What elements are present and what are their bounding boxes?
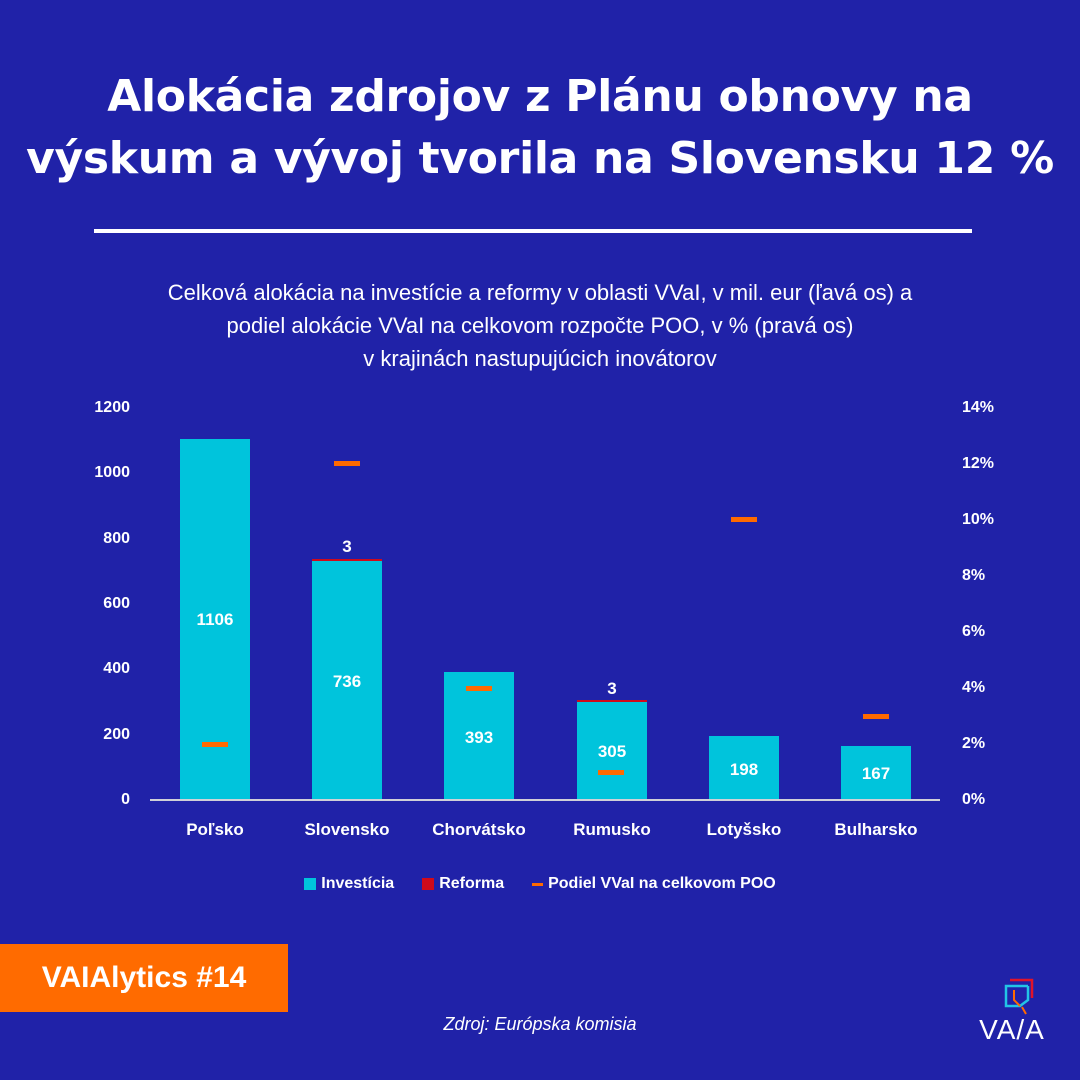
title-line-1: Alokácia zdrojov z Plánu obnovy na (107, 71, 973, 122)
right-axis-tick: 10% (962, 511, 995, 528)
legend-label: Investícia (321, 875, 395, 892)
legend-label: Reforma (439, 875, 505, 892)
right-axis-tick: 0% (962, 791, 986, 808)
bar-value-label: 393 (464, 728, 494, 747)
x-axis-line (150, 799, 940, 801)
podiel-marker-bulharsko (863, 714, 889, 719)
bar-investicia-bulharsko (841, 746, 911, 800)
x-axis-category: Rumusko (573, 820, 651, 839)
subtitle-line-2: podiel alokácie VVaI na celkovom rozpočt… (226, 313, 854, 338)
left-axis-tick: 600 (103, 595, 130, 612)
bar-value-label: 198 (729, 760, 759, 779)
right-axis-tick: 6% (962, 623, 986, 640)
podiel-marker-rumusko (598, 770, 624, 775)
x-axis-category: Bulharsko (834, 820, 918, 839)
bar-investicia-chorvatsko (444, 672, 514, 800)
right-axis-tick: 14% (962, 399, 995, 416)
bar-investicia-slovensko (312, 560, 382, 800)
right-axis-tick: 2% (962, 735, 986, 752)
bar-value-label: 1106 (196, 610, 234, 629)
page-title: Alokácia zdrojov z Plánu obnovy na výsku… (0, 66, 1080, 190)
bar-investicia-rumusko (577, 701, 647, 800)
left-axis-tick: 800 (103, 530, 130, 547)
legend-label: Podiel VVaI na celkovom POO (548, 875, 776, 892)
legend-item-investicia: Investícia (304, 874, 394, 894)
right-axis-tick: 4% (962, 679, 986, 696)
x-axis-category: Slovensko (304, 820, 390, 839)
bar-reforma-label: 3 (607, 679, 617, 698)
x-axis-category: Poľsko (186, 820, 244, 839)
vaia-logo-icon (1004, 978, 1034, 1015)
right-axis-tick: 8% (962, 567, 986, 584)
title-line-2: výskum a vývoj tvorila na Slovensku 12 % (26, 133, 1054, 184)
source-note: Zdroj: Európska komisia (443, 1014, 637, 1034)
bar-reforma-rumusko (577, 700, 647, 702)
legend-swatch-investicia-icon (304, 878, 317, 890)
x-axis-category: Chorvátsko (432, 820, 526, 839)
chart-legend: Investícia Reforma Podiel VVaI na celkov… (0, 874, 1080, 894)
bar-investicia-lotyssko (709, 736, 779, 800)
vaia-logo: VA/A (972, 976, 1052, 1048)
left-axis-tick: 1000 (94, 464, 130, 481)
bar-reforma-slovensko (312, 559, 382, 561)
legend-swatch-podiel-icon (532, 882, 544, 886)
bar-value-label: 167 (861, 764, 891, 783)
bar-reforma-label: 3 (342, 537, 352, 556)
subtitle-line-1: Celková alokácia na investície a reformy… (167, 280, 913, 305)
left-axis-tick: 0 (121, 791, 130, 808)
left-axis-tick: 400 (103, 660, 130, 677)
subtitle-line-3: v krajinách nastupujúcich inovátorov (363, 346, 717, 371)
series-badge: VAIAlytics #14 (0, 944, 288, 1012)
podiel-marker-lotyssko (731, 517, 757, 522)
podiel-marker-polsko (202, 742, 228, 747)
podiel-marker-slovensko (334, 461, 360, 466)
left-axis-tick: 1200 (94, 399, 130, 416)
legend-swatch-reforma-icon (422, 878, 435, 890)
right-axis-tick: 12% (962, 455, 995, 472)
title-divider (94, 229, 972, 233)
bar-investicia-polsko (180, 439, 250, 800)
vaia-logo-text: VA/A (979, 1014, 1045, 1045)
podiel-marker-chorvatsko (466, 686, 492, 691)
bar-value-label: 736 (332, 672, 362, 691)
legend-item-reforma: Reforma (422, 874, 504, 894)
x-axis-category: Lotyšsko (706, 820, 782, 839)
left-axis-tick: 200 (103, 726, 130, 743)
chart-subtitle: Celková alokácia na investície a reformy… (40, 276, 1040, 375)
bar-value-label: 305 (597, 742, 627, 761)
legend-item-podiel: Podiel VVaI na celkovom POO (532, 874, 776, 894)
